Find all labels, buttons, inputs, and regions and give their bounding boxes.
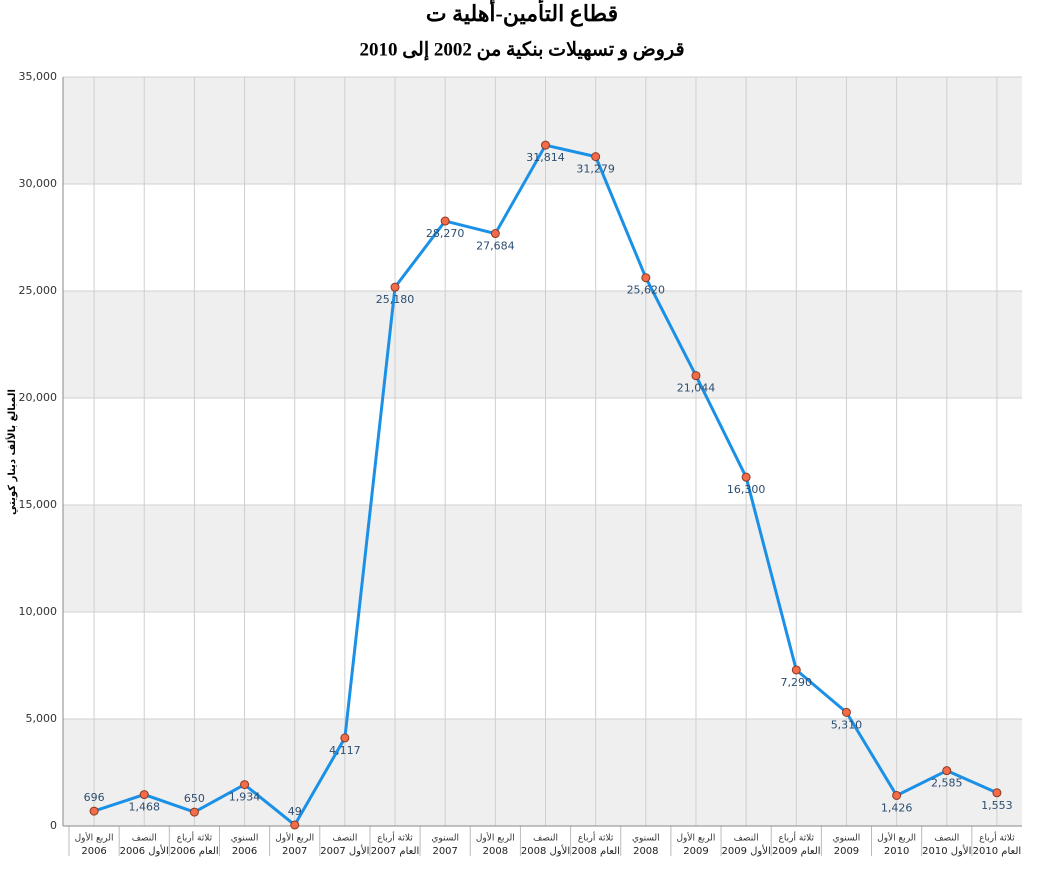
x-tick-label: الأول 2009 bbox=[722, 844, 771, 857]
data-label: 16,300 bbox=[727, 483, 766, 496]
x-tick-label: ثلاثة أرباع bbox=[979, 832, 1015, 844]
x-tick-label: الأول 2010 bbox=[922, 844, 971, 857]
x-tick-label: 2008 bbox=[633, 846, 658, 857]
x-tick-label: 2008 bbox=[483, 846, 508, 857]
x-tick-label: السنوي bbox=[231, 834, 259, 844]
data-label: 25,180 bbox=[376, 293, 415, 306]
x-tick-label: 2006 bbox=[232, 846, 257, 857]
data-label: 650 bbox=[184, 792, 205, 805]
grid-band bbox=[63, 505, 1022, 612]
x-tick-label: الأول 2006 bbox=[120, 844, 169, 857]
x-tick-label: النصف bbox=[934, 834, 959, 844]
x-tick-label: العام 2010 bbox=[973, 846, 1022, 857]
y-axis-label: المبالغ بالألف دينار كويتي bbox=[5, 389, 18, 515]
marker bbox=[340, 733, 350, 743]
x-tick-label: ثلاثة أرباع bbox=[578, 832, 614, 844]
grid-band bbox=[63, 719, 1022, 826]
marker bbox=[440, 216, 450, 226]
x-tick-label: الربع الأول bbox=[275, 832, 314, 844]
chart-title: قطاع التأمين-أهلية ت bbox=[426, 0, 618, 27]
x-tick-label: السنوي bbox=[632, 834, 660, 844]
marker bbox=[490, 229, 500, 239]
data-label: 27,684 bbox=[476, 240, 515, 253]
x-tick-label: 2010 bbox=[884, 846, 909, 857]
x-tick-label: الربع الأول bbox=[877, 832, 916, 844]
x-tick-label: 2007 bbox=[432, 846, 457, 857]
x-tick-label: الأول 2008 bbox=[521, 844, 570, 857]
marker bbox=[892, 790, 902, 800]
chart-subtitle: قروض و تسهيلات بنكية من 2002 إلى 2010 bbox=[359, 39, 684, 61]
y-tick-label: 5,000 bbox=[26, 712, 58, 725]
data-label: 21,044 bbox=[677, 382, 716, 395]
x-tick-label: النصف bbox=[332, 834, 357, 844]
x-tick-label: ثلاثة أرباع bbox=[177, 832, 213, 844]
marker bbox=[641, 273, 651, 283]
x-tick-label: النصف bbox=[533, 834, 558, 844]
marker bbox=[390, 282, 400, 292]
marker bbox=[691, 371, 701, 381]
x-tick-label: العام 2009 bbox=[772, 846, 821, 857]
x-tick-label: السنوي bbox=[833, 834, 861, 844]
data-label: 1,468 bbox=[128, 801, 160, 814]
x-tick-label: السنوي bbox=[431, 834, 459, 844]
y-tick-label: 20,000 bbox=[19, 391, 58, 404]
grid-band bbox=[63, 291, 1022, 398]
x-tick-label: 2009 bbox=[683, 846, 708, 857]
y-tick-label: 25,000 bbox=[19, 284, 58, 297]
x-tick-label: العام 2007 bbox=[371, 846, 420, 857]
data-label: 49 bbox=[288, 805, 302, 818]
marker bbox=[189, 807, 199, 817]
x-tick-label: النصف bbox=[734, 834, 759, 844]
data-label: 28,270 bbox=[426, 227, 465, 240]
data-label: 4,117 bbox=[329, 744, 361, 757]
y-tick-label: 35,000 bbox=[19, 70, 58, 83]
x-tick-label: الربع الأول bbox=[476, 832, 515, 844]
marker bbox=[741, 472, 751, 482]
y-tick-label: 10,000 bbox=[19, 605, 58, 618]
y-tick-label: 0 bbox=[50, 819, 57, 832]
marker bbox=[992, 788, 1002, 798]
x-tick-label: 2009 bbox=[834, 846, 859, 857]
marker bbox=[89, 806, 99, 816]
x-tick-label: الربع الأول bbox=[677, 832, 716, 844]
x-tick-label: ثلاثة أرباع bbox=[779, 832, 815, 844]
data-label: 2,585 bbox=[931, 777, 963, 790]
marker bbox=[591, 152, 601, 162]
data-label: 1,553 bbox=[981, 799, 1013, 812]
x-tick-label: العام 2006 bbox=[170, 846, 219, 857]
data-label: 1,426 bbox=[881, 801, 913, 814]
x-tick-label: الأول 2007 bbox=[320, 844, 369, 857]
marker bbox=[290, 820, 300, 830]
y-tick-label: 30,000 bbox=[19, 177, 58, 190]
x-tick-label: الربع الأول bbox=[75, 832, 114, 844]
data-label: 31,814 bbox=[526, 151, 565, 164]
data-label: 696 bbox=[84, 791, 105, 804]
y-tick-label: 15,000 bbox=[19, 498, 58, 511]
data-label: 31,279 bbox=[576, 163, 615, 176]
marker bbox=[240, 780, 250, 790]
marker bbox=[942, 766, 952, 776]
x-tick-label: النصف bbox=[132, 834, 157, 844]
marker bbox=[841, 707, 851, 717]
marker bbox=[791, 665, 801, 675]
marker bbox=[541, 140, 550, 150]
marker bbox=[139, 790, 149, 800]
data-label: 25,620 bbox=[627, 284, 666, 297]
x-tick-label: 2006 bbox=[81, 846, 106, 857]
x-tick-label: 2007 bbox=[282, 846, 307, 857]
data-label: 1,934 bbox=[229, 791, 261, 804]
x-tick-label: ثلاثة أرباع bbox=[377, 832, 413, 844]
data-label: 7,290 bbox=[781, 676, 813, 689]
x-tick-label: العام 2008 bbox=[571, 846, 620, 857]
grid-band bbox=[63, 77, 1022, 184]
data-label: 5,310 bbox=[831, 718, 863, 731]
